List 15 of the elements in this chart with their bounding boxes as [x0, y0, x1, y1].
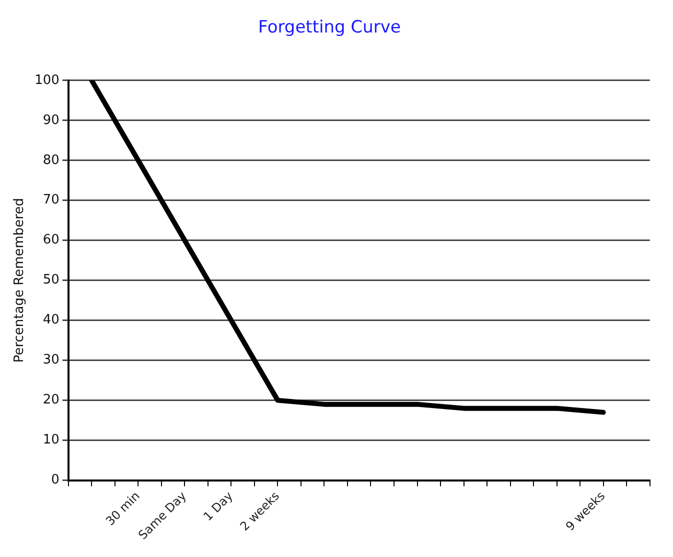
y-tick-label: 50 — [42, 272, 60, 288]
x-tick-label: 30 min — [103, 488, 143, 528]
y-tick-label: 30 — [42, 352, 60, 368]
y-tick-label: 80 — [42, 152, 60, 168]
y-tick-label: 20 — [42, 392, 60, 408]
y-tick-label: 40 — [42, 312, 60, 328]
y-tick-label: 100 — [34, 72, 60, 88]
y-tick-label: 60 — [42, 232, 60, 248]
y-tick-label: 0 — [51, 472, 60, 488]
y-tick-label: 10 — [42, 432, 60, 448]
chart-title: Forgetting Curve — [258, 18, 401, 38]
y-tick-label: 70 — [42, 192, 60, 208]
x-tick-label: 1 Day — [200, 488, 236, 524]
y-axis-title: Percentage Remembered — [12, 198, 28, 363]
y-tick-label: 90 — [42, 112, 60, 128]
